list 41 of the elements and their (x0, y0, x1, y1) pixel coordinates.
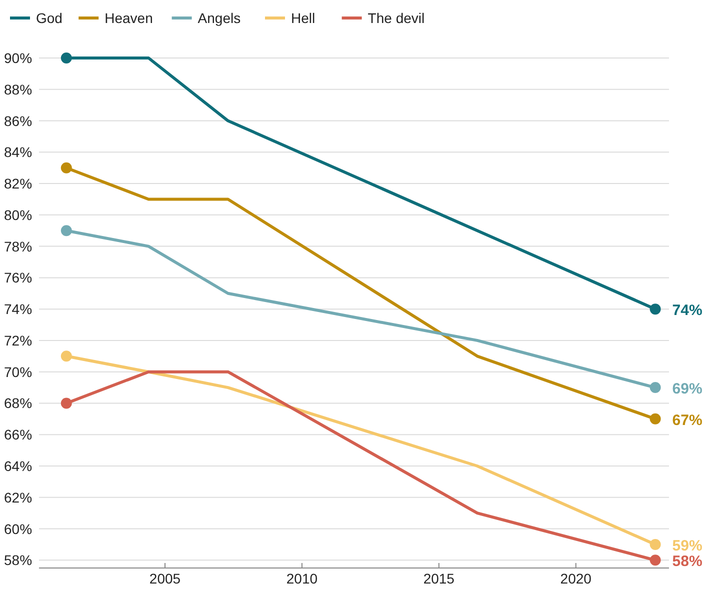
legend-label: Angels (198, 10, 241, 26)
y-tick-label: 78% (4, 238, 32, 254)
y-tick-label: 80% (4, 206, 32, 223)
point (60, 52, 72, 64)
y-tick-label: 68% (4, 395, 32, 412)
x-tick-label: 2005 (149, 570, 181, 586)
legend-label: The devil (368, 10, 425, 26)
data-label: 67% (672, 412, 702, 429)
y-tick-label: 88% (4, 81, 32, 98)
point (60, 398, 72, 409)
x-tick-label: 2015 (423, 570, 455, 586)
x-tick-label: 2010 (286, 570, 318, 586)
point (650, 382, 661, 394)
point (60, 350, 72, 362)
y-tick-label: 74% (4, 301, 32, 318)
y-tick-label: 62% (4, 489, 32, 506)
data-label: 69% (672, 380, 702, 398)
y-tick-label: 72% (4, 332, 32, 348)
legend-label: Hell (291, 10, 316, 26)
legend-label: God (36, 10, 62, 26)
y-tick-label: 84% (4, 144, 32, 160)
data-label: 58% (672, 553, 702, 570)
point (650, 413, 661, 424)
legend-label: Heaven (104, 10, 153, 26)
y-tick-label: 90% (4, 50, 32, 66)
point (60, 225, 72, 236)
point (60, 162, 72, 174)
point (650, 554, 661, 566)
point (650, 304, 661, 315)
y-tick-label: 58% (4, 552, 32, 568)
y-tick-label: 60% (4, 520, 32, 537)
y-tick-label: 64% (4, 458, 32, 474)
point (650, 538, 661, 550)
y-tick-label: 86% (4, 112, 32, 129)
y-tick-label: 66% (4, 426, 32, 443)
data-label: 74% (672, 302, 702, 320)
y-tick-label: 76% (4, 270, 32, 286)
y-tick-label: 82% (4, 176, 32, 192)
y-tick-label: 70% (4, 364, 32, 380)
data-label: 59% (672, 537, 702, 554)
x-tick-label: 2020 (560, 570, 592, 586)
